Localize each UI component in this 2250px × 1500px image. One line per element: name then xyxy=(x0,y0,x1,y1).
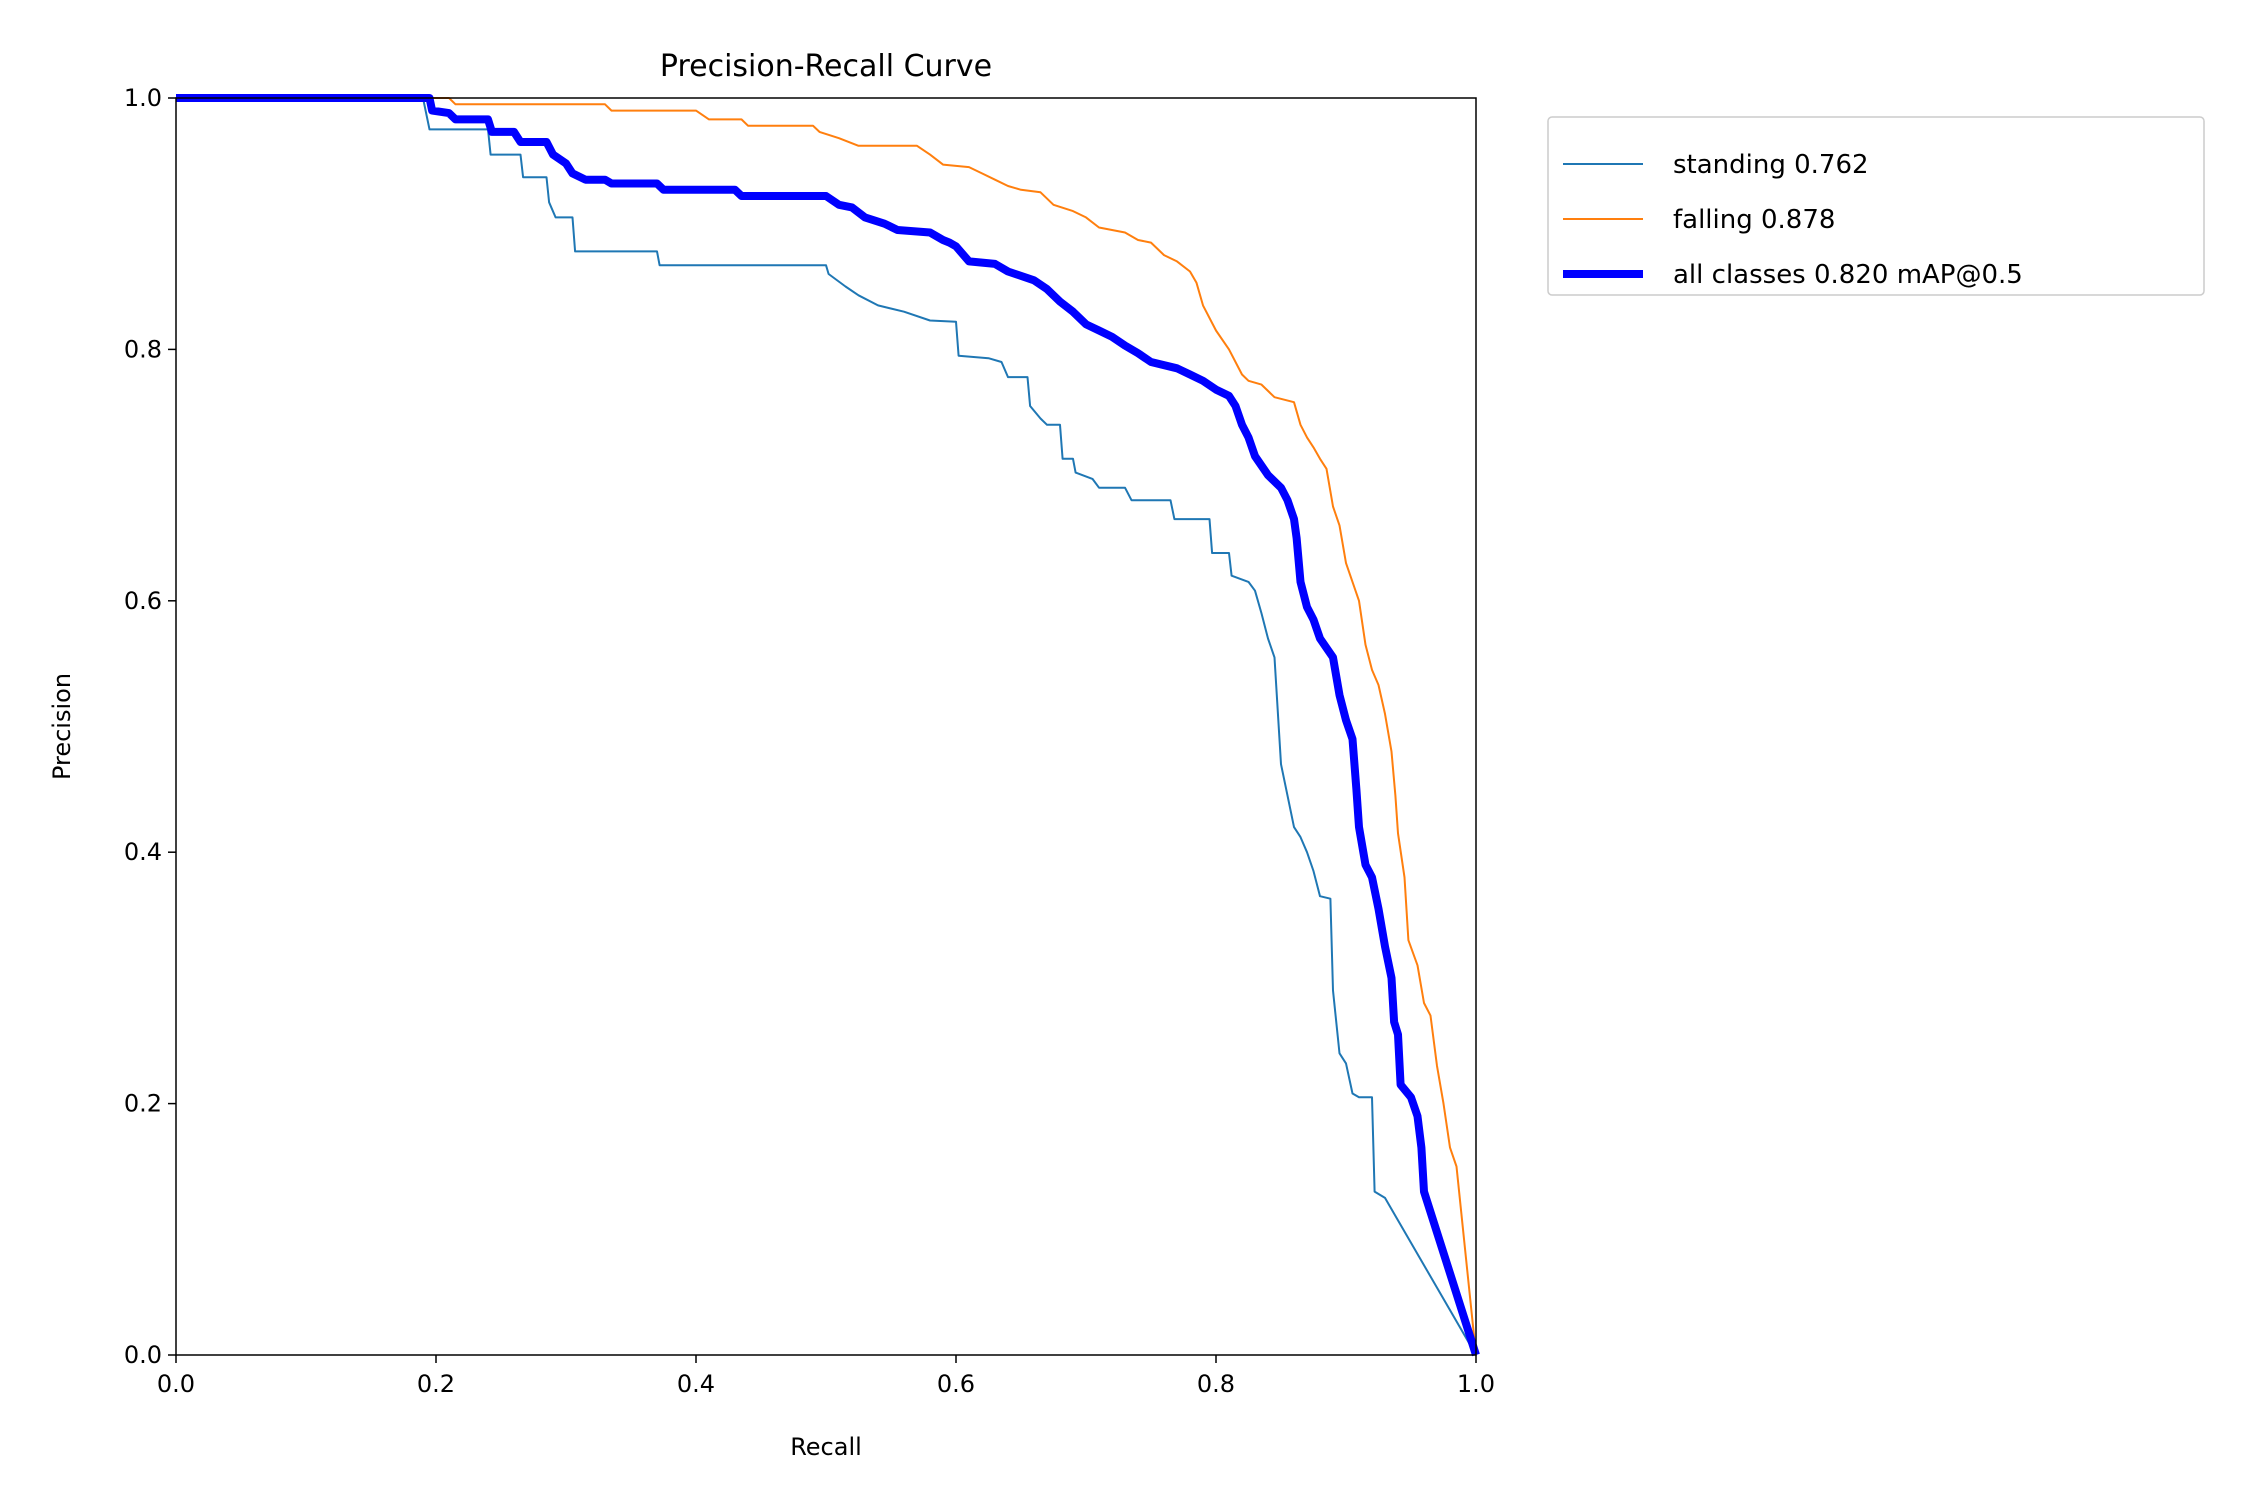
x-tick-label: 0.2 xyxy=(417,1370,455,1398)
y-tick-label: 0.4 xyxy=(124,838,162,866)
x-tick-label: 0.8 xyxy=(1197,1370,1235,1398)
x-tick-label: 0.6 xyxy=(937,1370,975,1398)
series-line-2 xyxy=(176,94,1480,1357)
x-axis-label: Recall xyxy=(790,1433,862,1461)
y-tick-label: 0.8 xyxy=(124,335,162,363)
y-tick-label: 1.0 xyxy=(124,84,162,112)
y-axis-ticks: 0.0 0.2 0.4 0.6 0.8 1.0 xyxy=(124,84,176,1369)
x-tick-label: 0.4 xyxy=(677,1370,715,1398)
legend-label-2: all classes 0.820 mAP@0.5 xyxy=(1673,260,2023,290)
x-tick-label: 1.0 xyxy=(1457,1370,1495,1398)
y-axis-label: Precision xyxy=(48,673,76,780)
y-tick-label: 0.2 xyxy=(124,1090,162,1118)
y-tick-label: 0.0 xyxy=(124,1341,162,1369)
chart-title: Precision-Recall Curve xyxy=(660,49,992,84)
y-tick-label: 0.6 xyxy=(124,587,162,615)
x-axis-ticks: 0.0 0.2 0.4 0.6 0.8 1.0 xyxy=(157,1355,1495,1398)
series-line-0 xyxy=(176,97,1477,1356)
x-tick-label: 0.0 xyxy=(157,1370,195,1398)
legend-label-1: falling 0.878 xyxy=(1673,205,1835,235)
legend-box xyxy=(1547,116,2205,296)
legend-label-0: standing 0.762 xyxy=(1673,150,1869,180)
plot-frame xyxy=(175,97,1477,1356)
plot-lines xyxy=(176,94,1480,1357)
series-line-1 xyxy=(176,97,1477,1356)
legend: standing 0.762 falling 0.878 all classes 0… xyxy=(1547,116,2205,296)
